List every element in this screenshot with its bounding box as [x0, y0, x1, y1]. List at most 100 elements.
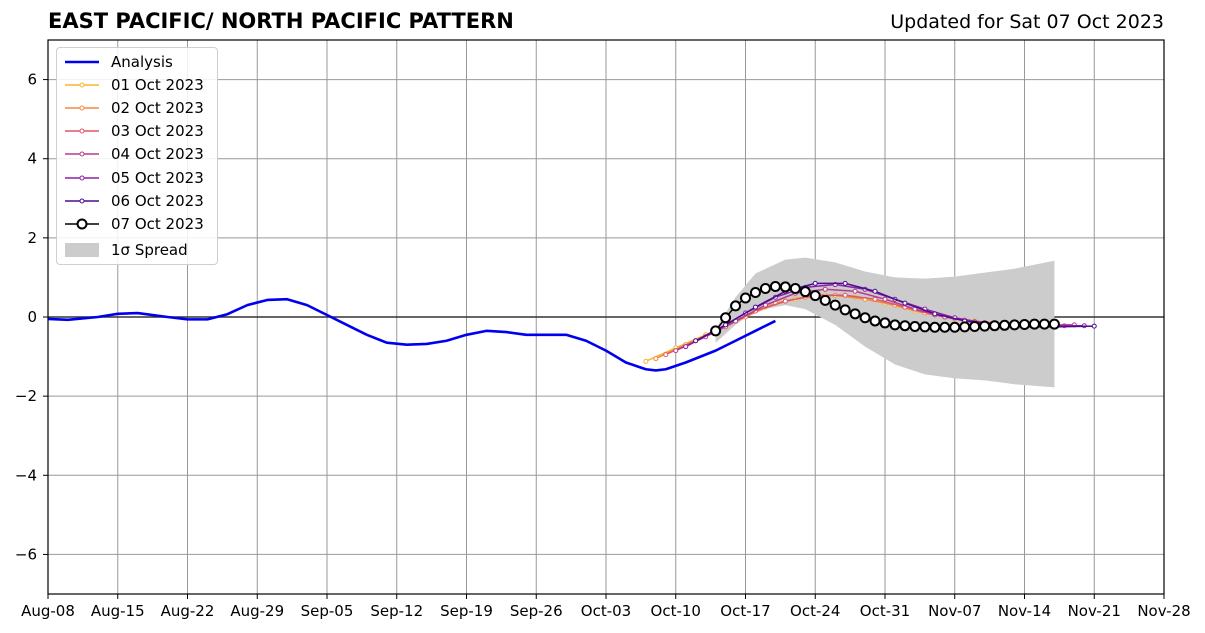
series-point	[1091, 323, 1097, 329]
series-point	[979, 320, 991, 332]
series-point	[909, 320, 921, 332]
x-tick-label: Sep-26	[510, 602, 563, 620]
series-point	[929, 321, 941, 333]
series-point	[822, 286, 828, 292]
series-point	[740, 292, 751, 304]
series-point	[939, 321, 951, 333]
y-tick-label: 4	[27, 150, 37, 168]
chart-title: EAST PACIFIC/ NORTH PACIFIC PATTERN	[48, 9, 514, 33]
x-tick-label: Oct-24	[790, 602, 840, 620]
series-point	[730, 300, 742, 312]
series-point	[749, 286, 761, 298]
x-tick-label: Oct-10	[651, 602, 701, 620]
series-point	[720, 312, 732, 324]
series-point	[842, 280, 848, 286]
x-tick-label: Sep-05	[301, 602, 354, 620]
x-tick-label: Nov-21	[1068, 602, 1121, 620]
legend-marker-series-3	[65, 128, 99, 134]
legend-label: 05 Oct 2023	[111, 169, 204, 187]
series-point	[882, 296, 888, 302]
series-point	[779, 281, 791, 293]
legend-label: Analysis	[111, 53, 173, 71]
legend-marker-series-5	[65, 175, 99, 181]
series-point	[949, 321, 961, 333]
series-point	[872, 296, 878, 302]
legend-item-series: 05 Oct 2023	[63, 168, 204, 188]
series-point	[852, 288, 858, 294]
legend-item-spread: 1σ Spread	[63, 240, 188, 260]
x-tick-label: Oct-31	[860, 602, 910, 620]
series-point	[899, 320, 911, 332]
legend-item-series: 01 Oct 2023	[63, 75, 204, 95]
legend-item-series: 02 Oct 2023	[63, 98, 204, 118]
x-tick-label: Aug-15	[91, 602, 145, 620]
legend-label: 1σ Spread	[111, 241, 188, 259]
legend: Analysis 01 Oct 2023 02 Oct 2023 03 Oct …	[56, 47, 218, 265]
legend-label: 06 Oct 2023	[111, 192, 204, 210]
series-point	[902, 300, 908, 306]
series-point	[812, 280, 818, 286]
series-point	[1009, 319, 1021, 331]
series-point	[969, 320, 981, 332]
series-point	[879, 317, 891, 329]
series-point	[769, 281, 781, 293]
series-point	[999, 319, 1011, 331]
series-point	[723, 322, 729, 328]
series-point	[752, 304, 758, 310]
series-point	[842, 292, 848, 298]
legend-label: 07 Oct 2023	[111, 215, 204, 233]
x-tick-label: Oct-03	[581, 602, 631, 620]
legend-label: 03 Oct 2023	[111, 122, 204, 140]
x-tick-label: Nov-14	[998, 602, 1051, 620]
legend-marker-series-1	[65, 82, 99, 88]
series-point	[872, 288, 878, 294]
y-tick-label: −6	[15, 545, 37, 563]
x-tick-label: Nov-07	[928, 602, 981, 620]
legend-item-analysis: Analysis	[63, 52, 173, 72]
series-point	[683, 344, 689, 350]
x-tick-label: Aug-29	[230, 602, 284, 620]
series-point	[829, 299, 841, 311]
x-tick-label: Aug-22	[161, 602, 215, 620]
legend-marker-series-6	[65, 198, 99, 204]
legend-marker-series-7	[65, 218, 99, 230]
series-point	[809, 290, 821, 302]
series-point	[932, 311, 938, 317]
series-point	[759, 283, 771, 295]
x-tick-label: Aug-08	[21, 602, 75, 620]
legend-item-series: 03 Oct 2023	[63, 121, 204, 141]
y-tick-label: −4	[15, 466, 37, 484]
y-tick-label: 2	[27, 229, 37, 247]
legend-item-series: 04 Oct 2023	[63, 144, 204, 164]
series-point	[1048, 318, 1060, 330]
legend-item-series: 06 Oct 2023	[63, 191, 204, 211]
series-point	[673, 348, 679, 354]
series-point	[1019, 319, 1030, 331]
legend-label: 01 Oct 2023	[111, 76, 204, 94]
series-point	[989, 320, 1001, 332]
series-point	[819, 294, 831, 306]
legend-label: 04 Oct 2023	[111, 145, 204, 163]
series-point	[1028, 318, 1040, 330]
series-point	[919, 321, 931, 333]
updated-label: Updated for Sat 07 Oct 2023	[890, 11, 1164, 33]
analysis-line	[47, 297, 776, 372]
legend-item-series: 07 Oct 2023	[63, 214, 204, 234]
series-point	[869, 315, 881, 327]
series-point	[889, 319, 901, 331]
series-point	[839, 304, 851, 316]
series-point	[789, 283, 801, 295]
x-tick-label: Oct-17	[720, 602, 770, 620]
series-point	[859, 312, 871, 324]
series-point	[653, 356, 659, 362]
series-point	[959, 321, 971, 333]
y-tick-label: 0	[27, 308, 37, 326]
x-tick-label: Sep-19	[440, 602, 493, 620]
series-point	[643, 358, 649, 364]
legend-patch-spread	[65, 243, 99, 257]
y-tick-label: −2	[15, 387, 37, 405]
legend-label: 02 Oct 2023	[111, 99, 204, 117]
legend-marker-series-4	[65, 151, 99, 157]
series-point	[782, 298, 788, 304]
